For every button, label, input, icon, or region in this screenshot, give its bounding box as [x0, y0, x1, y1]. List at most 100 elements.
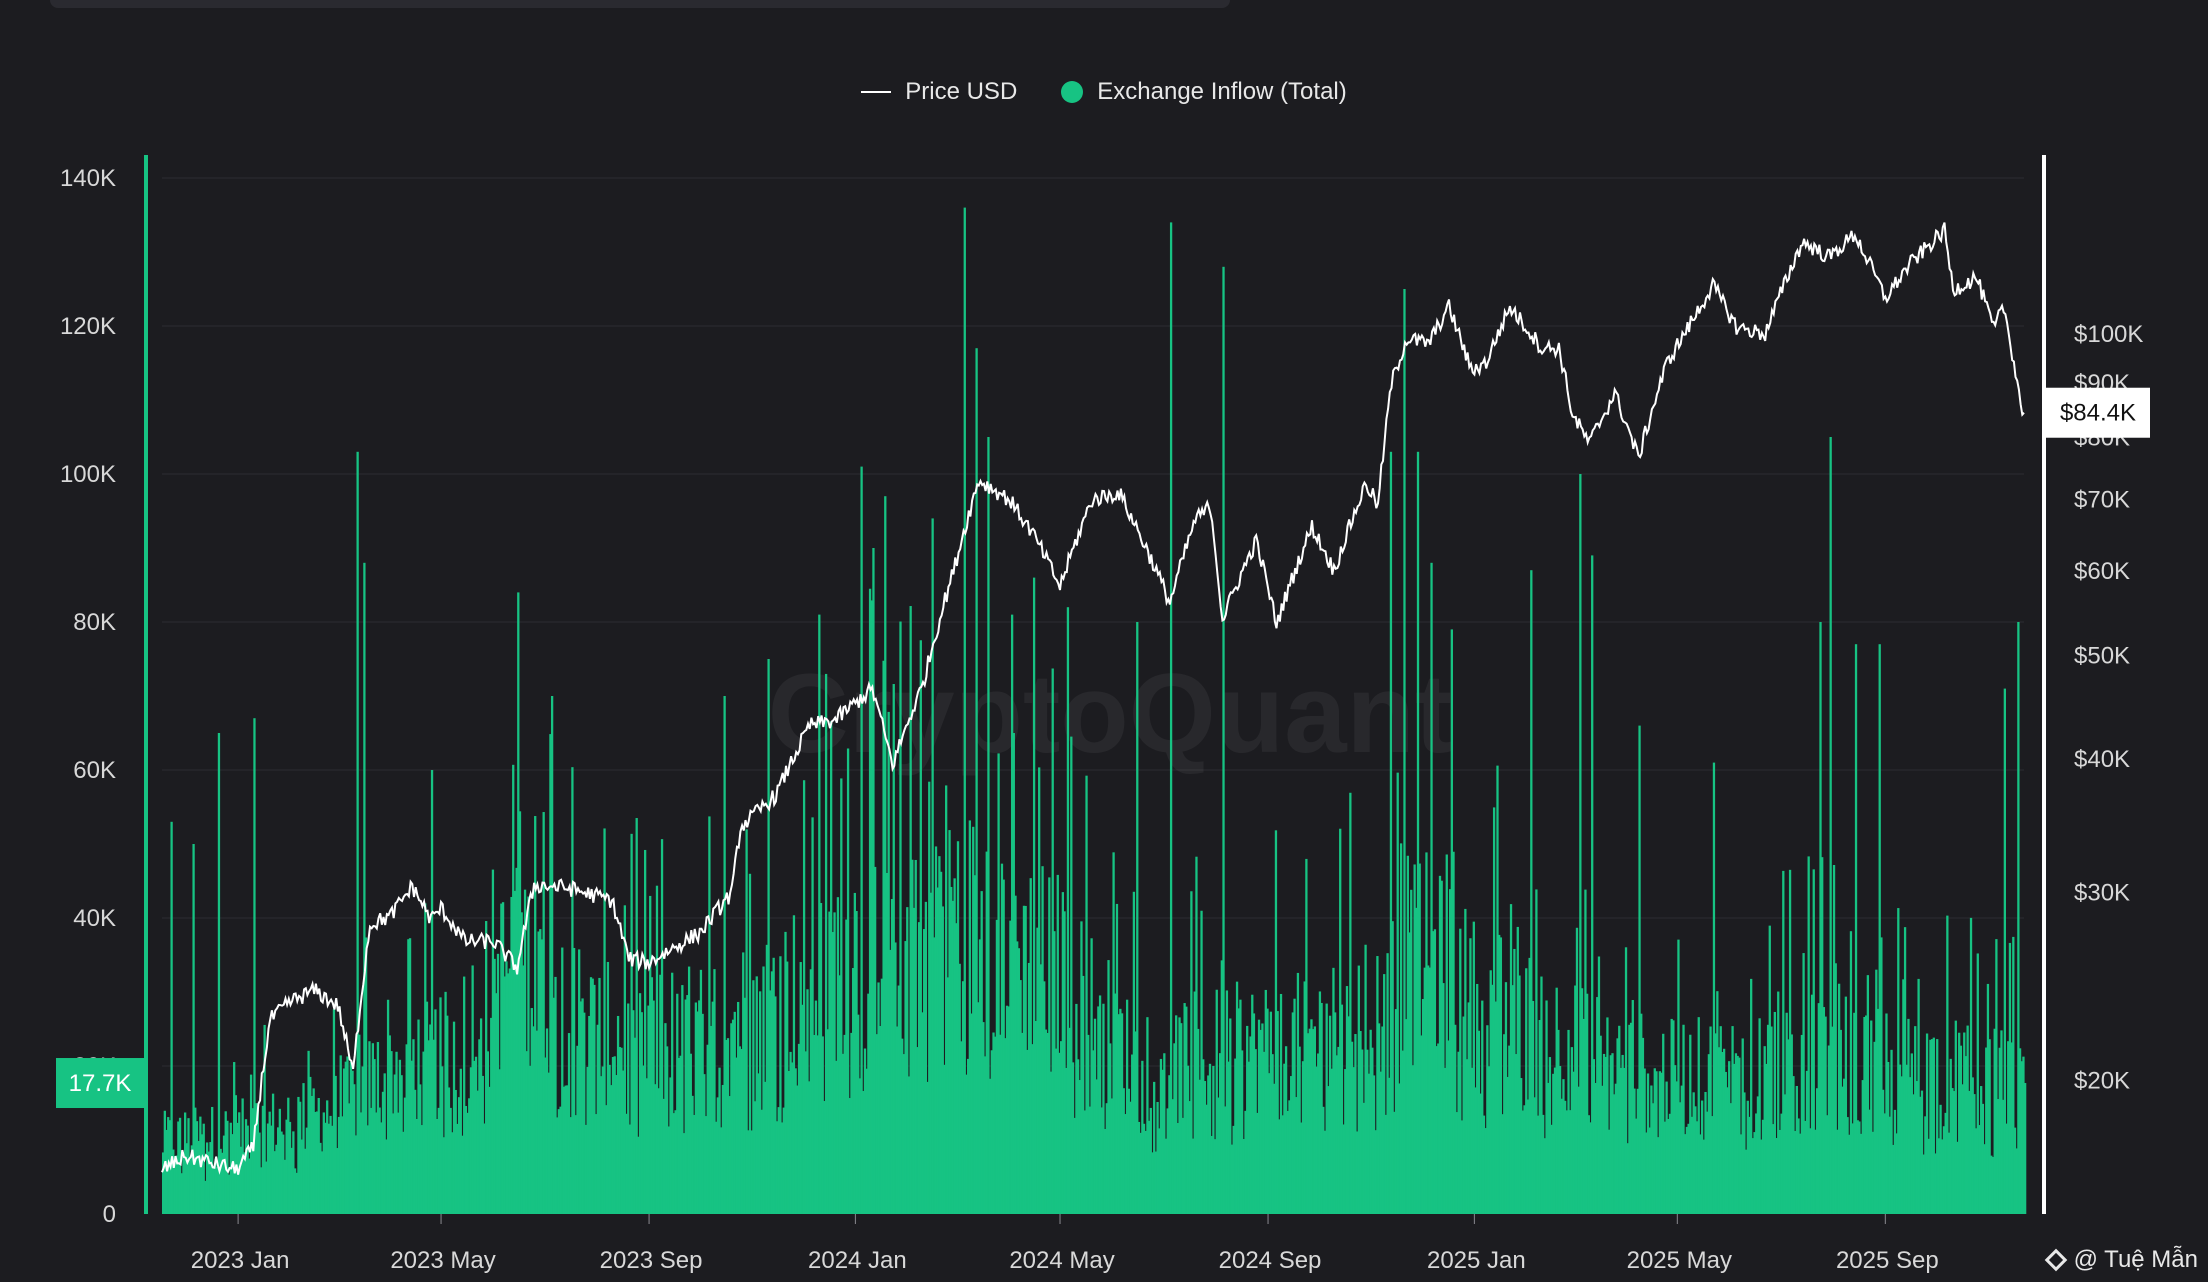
inflow-bar — [1985, 1047, 1988, 1214]
inflow-bar — [1939, 1104, 1942, 1214]
inflow-bar — [1618, 1025, 1621, 1214]
inflow-bar — [657, 1088, 660, 1214]
inflow-bar — [432, 1039, 435, 1214]
inflow-bar — [1638, 725, 1641, 1214]
inflow-bar — [429, 1024, 432, 1214]
inflow-bar — [1699, 1134, 1702, 1214]
inflow-bar — [750, 1130, 753, 1214]
inflow-bar — [1538, 1020, 1541, 1214]
inflow-bar — [1706, 1111, 1709, 1214]
inflow-bar — [1807, 856, 1810, 1214]
inflow-bar — [1137, 1121, 1141, 1214]
inflow-bar — [195, 1121, 199, 1214]
inflow-bar — [517, 592, 520, 1214]
inflow-bar — [1954, 1020, 1957, 1214]
inflow-bar — [1153, 1081, 1156, 1214]
inflow-bar — [938, 856, 941, 1214]
inflow-bar — [1043, 981, 1046, 1214]
inflow-bar — [422, 1051, 425, 1214]
inflow-bar — [934, 846, 938, 1214]
inflow-bar — [351, 1070, 354, 1214]
inflow-bar — [1744, 1149, 1748, 1214]
inflow-bar — [780, 1122, 784, 1214]
inflow-bar — [1924, 1116, 1927, 1214]
inflow-bar — [501, 902, 505, 1214]
inflow-bar — [1668, 1113, 1672, 1214]
inflow-bar — [1249, 1036, 1252, 1214]
inflow-bar — [530, 1008, 533, 1214]
inflow-bar — [1560, 1098, 1563, 1214]
inflow-bar — [222, 1135, 226, 1214]
inflow-bar — [899, 621, 902, 1214]
inflow-bar — [177, 1121, 180, 1214]
inflow-bar — [1743, 1092, 1746, 1214]
inflow-bar — [946, 977, 950, 1214]
inflow-bar — [1427, 965, 1430, 1214]
inflow-bar — [1491, 984, 1494, 1214]
inflow-bar — [1689, 1034, 1692, 1214]
inflow-bar — [1056, 874, 1059, 1214]
inflow-bar — [1640, 1013, 1643, 1214]
inflow-bar — [1405, 1019, 1408, 1214]
legend-entry-inflow[interactable]: Exchange Inflow (Total) — [1061, 78, 1347, 106]
inflow-bar — [398, 1059, 402, 1214]
legend-entry-price[interactable]: Price USD — [861, 78, 1017, 106]
inflow-bar — [1159, 1058, 1163, 1214]
inflow-bar — [192, 844, 195, 1214]
inflow-bar — [1007, 1006, 1010, 1214]
inflow-bar — [1548, 1057, 1552, 1214]
inflow-bar — [437, 1107, 440, 1214]
top-scrollbar[interactable] — [50, 0, 1230, 8]
inflow-bar — [610, 1085, 613, 1214]
inflow-bar — [2020, 1061, 2023, 1214]
left-tick-label: 100K — [60, 461, 116, 488]
inflow-bar — [872, 548, 875, 1214]
inflow-bar — [419, 1084, 422, 1214]
inflow-bar — [1574, 985, 1577, 1214]
inflow-bar — [488, 1086, 491, 1214]
inflow-bar — [1912, 1094, 1915, 1214]
inflow-bar — [407, 939, 410, 1214]
inflow-bar — [557, 1109, 561, 1214]
inflow-bar — [855, 911, 858, 1214]
inflow-bar — [1800, 1034, 1804, 1214]
inflow-bar — [1418, 863, 1421, 1214]
inflow-bar — [1821, 857, 1824, 1214]
inflow-bar — [1626, 1143, 1629, 1214]
inflow-bar — [720, 1127, 723, 1214]
inflow-bar — [1750, 978, 1753, 1214]
inflow-bar — [1793, 1131, 1797, 1214]
inflow-bar — [2013, 1127, 2017, 1214]
inflow-bar — [1553, 1067, 1557, 1214]
inflow-bar — [1246, 1025, 1249, 1214]
inflow-bar — [375, 1112, 378, 1214]
inflow-bar — [1773, 1011, 1776, 1214]
inflow-bar — [1584, 889, 1587, 1214]
inflow-bar — [1526, 1099, 1530, 1214]
inflow-bar — [1093, 1018, 1097, 1214]
inflow-bar — [1486, 1025, 1489, 1214]
inflow-bar — [928, 781, 931, 1214]
inflow-bar — [430, 770, 434, 1214]
inflow-bar — [1120, 1013, 1124, 1214]
inflow-bar — [315, 1111, 319, 1214]
inflow-bar — [471, 965, 474, 1214]
inflow-bar — [1403, 289, 1406, 1214]
inflow-bar — [1907, 1018, 1910, 1214]
inflow-bar — [1700, 1100, 1704, 1214]
inflow-bar — [1607, 1129, 1611, 1214]
inflow-bar — [449, 1107, 452, 1214]
inflow-bar — [689, 1053, 692, 1214]
inflow-bar — [852, 968, 855, 1214]
inflow-bar — [1420, 1035, 1423, 1214]
inflow-bar — [659, 974, 662, 1214]
inflow-bar — [1274, 830, 1278, 1214]
inflow-bar — [638, 993, 642, 1214]
inflow-bar — [425, 1001, 429, 1214]
inflow-bar — [584, 1124, 588, 1214]
left-tick-label: 40K — [73, 905, 116, 932]
inflow-bar — [261, 1105, 265, 1214]
inflow-bar — [1332, 967, 1335, 1214]
inflow-bar — [1755, 1113, 1758, 1214]
